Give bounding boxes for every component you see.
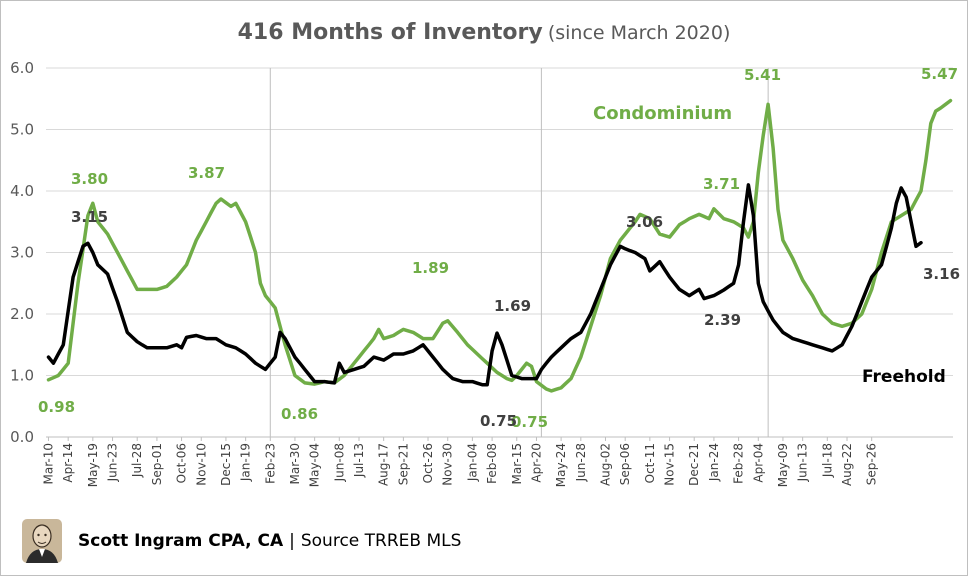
x-tick-label: May-04 <box>308 443 322 487</box>
freehold-line <box>46 183 923 387</box>
x-tick-label: Sep-01 <box>150 443 164 485</box>
data-label: 3.06 <box>626 213 663 231</box>
x-tick-label: Nov-30 <box>441 443 455 486</box>
x-tick-label: Aug-17 <box>377 443 391 486</box>
condominium-line <box>46 98 953 393</box>
series-label-freehold: Freehold <box>862 367 946 387</box>
vertical-markers <box>269 68 769 437</box>
data-label: 0.75 <box>511 413 548 431</box>
x-tick-label: Oct-06 <box>175 443 189 483</box>
data-label: 0.86 <box>281 405 318 423</box>
y-tick-label: 0.0 <box>10 428 34 446</box>
x-tick-label: Apr-14 <box>61 443 75 483</box>
x-tick-label: Feb-08 <box>485 443 499 484</box>
x-tick-label: Jan-04 <box>465 443 479 482</box>
x-tick-label: Jan-24 <box>707 443 721 482</box>
y-tick-label: 1.0 <box>10 367 34 385</box>
x-tick-label: Dec-15 <box>219 443 233 486</box>
x-tick-label: Oct-11 <box>643 443 657 483</box>
x-tick-label: Feb-23 <box>263 443 277 484</box>
y-axis-ticks: 0.0 1.0 2.0 3.0 4.0 5.0 6.0 <box>10 59 34 446</box>
x-tick-label: Feb-28 <box>732 443 746 484</box>
data-label: 2.39 <box>704 311 741 329</box>
x-tick-label: Jun-13 <box>796 443 810 482</box>
x-tick-label: Nov-15 <box>663 443 677 486</box>
x-axis-ticks: Mar-10 Apr-14 May-19 Jun-23 Jul-28 Sep-01 Oct-… <box>41 437 879 487</box>
data-label: 3.80 <box>71 170 108 188</box>
x-tick-label: Nov-10 <box>194 443 208 486</box>
x-tick-label: Jun-08 <box>332 443 346 482</box>
x-tick-label: Jul-28 <box>130 443 144 478</box>
data-label: 5.41 <box>744 66 781 84</box>
x-tick-label: May-19 <box>86 443 100 487</box>
x-tick-label: Oct-26 <box>421 443 435 483</box>
x-tick-label: Jul-18 <box>820 443 834 478</box>
x-tick-label: May-24 <box>554 443 568 487</box>
x-tick-label: Jul-13 <box>352 443 366 478</box>
chart-title-main: 416 Months of Inventory <box>237 20 543 45</box>
x-tick-label: Jun-23 <box>106 443 120 482</box>
series-label-condominium: Condominium <box>593 103 732 124</box>
x-tick-label: Sep-21 <box>396 443 410 485</box>
data-label: 0.75 <box>480 412 517 430</box>
x-tick-label: Mar-30 <box>288 443 302 484</box>
data-label: 3.87 <box>188 164 225 182</box>
x-tick-label: Sep-26 <box>865 443 879 485</box>
x-tick-label: Mar-15 <box>510 443 524 484</box>
x-tick-label: Aug-22 <box>840 443 854 486</box>
data-label: 5.47 <box>921 65 958 83</box>
y-tick-label: 5.0 <box>10 121 34 139</box>
x-tick-label: Mar-10 <box>41 443 55 484</box>
x-tick-label: Apr-04 <box>751 443 765 483</box>
data-labels: 0.98 3.80 3.87 0.86 1.89 0.75 3.71 5.41 5.47 3.15… <box>38 65 960 431</box>
gridlines <box>46 67 953 438</box>
data-label: 3.71 <box>703 175 740 193</box>
data-label: 1.69 <box>494 297 531 315</box>
series-lines <box>46 98 953 393</box>
x-tick-label: Apr-20 <box>529 443 543 483</box>
y-tick-label: 4.0 <box>10 182 34 200</box>
data-label: 1.89 <box>412 259 449 277</box>
x-tick-label: Jan-19 <box>239 443 253 482</box>
author-avatar-icon <box>22 519 62 563</box>
x-tick-label: Dec-21 <box>687 443 701 486</box>
x-tick-label: May-09 <box>776 443 790 487</box>
footer-separator: | <box>289 531 295 551</box>
data-label: 0.98 <box>38 398 75 416</box>
footer-author: Scott Ingram CPA, CA <box>78 531 284 551</box>
data-label: 3.15 <box>71 208 108 226</box>
footer-source: Source TRREB MLS <box>300 531 462 551</box>
y-tick-label: 6.0 <box>10 59 34 77</box>
data-label: 3.16 <box>923 265 960 283</box>
x-tick-label: Jun-28 <box>574 443 588 482</box>
x-tick-label: Sep-06 <box>618 443 632 485</box>
y-tick-label: 2.0 <box>10 305 34 323</box>
x-tick-label: Aug-02 <box>598 443 612 486</box>
footer: Scott Ingram CPA, CA | Source TRREB MLS <box>22 519 461 563</box>
chart-title: 416 Months of Inventory (since March 202… <box>0 20 968 45</box>
chart-title-sub: (since March 2020) <box>547 22 731 44</box>
y-tick-label: 3.0 <box>10 244 34 262</box>
